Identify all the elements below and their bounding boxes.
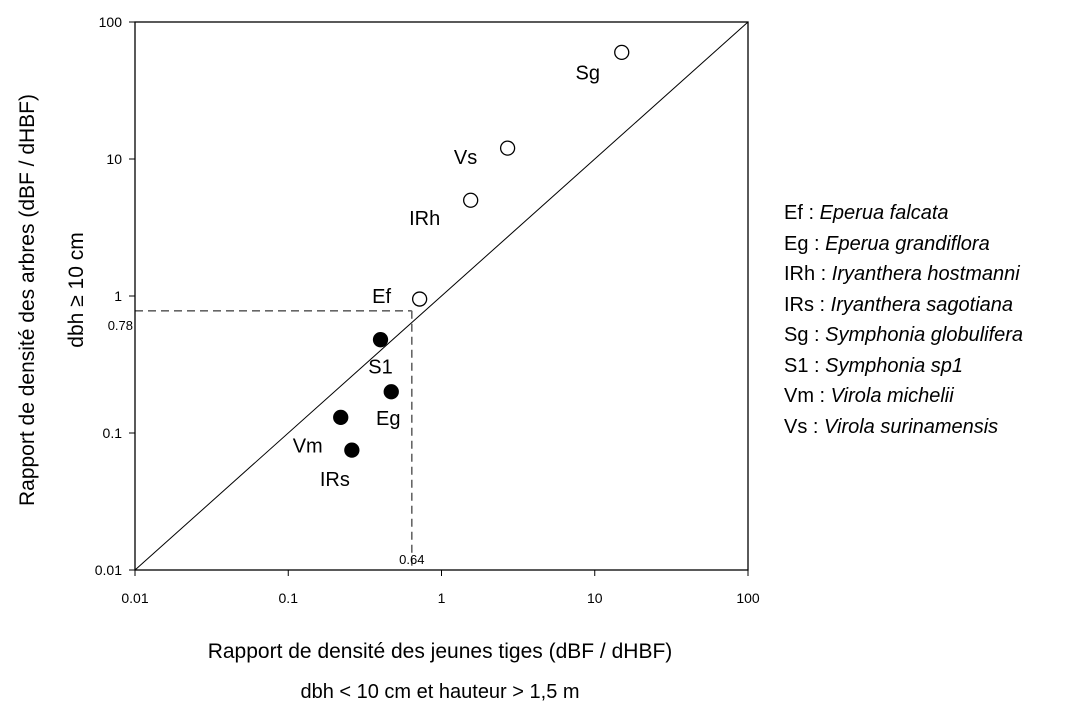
legend: Ef : Eperua falcata Eg : Eperua grandiflo… xyxy=(784,198,1023,442)
legend-species: Iryanthera hostmanni xyxy=(831,263,1020,285)
x-axis-title: Rapport de densité des jeunes tiges (dBF… xyxy=(208,640,673,663)
legend-code: S1 : xyxy=(784,354,826,377)
legend-code: Sg : xyxy=(784,324,826,346)
point-label-vs: Vs xyxy=(454,147,477,169)
legend-item: IRs : Iryanthera sagotiana xyxy=(784,290,1023,321)
point-label-ef: Ef xyxy=(372,286,391,308)
axis-titles: Rapport de densité des jeunes tiges (dBF… xyxy=(16,94,672,703)
point-label-sg: Sg xyxy=(576,62,600,84)
y-tick-label: 0.1 xyxy=(103,425,123,441)
x-tick-label: 0.01 xyxy=(121,590,148,606)
legend-item: IRh : Iryanthera hostmanni xyxy=(784,259,1023,290)
point-irs xyxy=(344,442,360,458)
y-axis-title: Rapport de densité des arbres (dBF / dHB… xyxy=(16,94,39,506)
legend-species: Eperua falcata xyxy=(819,202,949,224)
legend-species: Virola michelii xyxy=(830,385,954,407)
x-tick-label: 1 xyxy=(438,590,446,606)
point-eg xyxy=(383,384,399,400)
y-axis-subtitle: dbh ≥ 10 cm xyxy=(65,232,88,347)
y-tick-label: 100 xyxy=(99,14,123,30)
point-label-vm: Vm xyxy=(293,435,323,457)
legend-code: Ef : xyxy=(784,202,820,224)
legend-species: Eperua grandiflora xyxy=(825,232,990,255)
x-tick-label: 100 xyxy=(736,590,760,606)
plot-frame xyxy=(134,21,749,571)
point-label-s1: S1 xyxy=(368,357,392,379)
legend-code: Vm : xyxy=(784,385,831,407)
y-tick-label: 1 xyxy=(114,288,122,304)
legend-item: Vs : Virola surinamensis xyxy=(784,412,1023,443)
x-tick-label: 10 xyxy=(587,590,603,606)
legend-item: Vm : Virola michelii xyxy=(784,381,1023,412)
legend-item: Ef : Eperua falcata xyxy=(784,198,1023,229)
point-irh xyxy=(463,192,479,208)
point-label-eg: Eg xyxy=(376,408,400,430)
legend-item: Sg : Symphonia globulifera xyxy=(784,320,1023,351)
legend-item: S1 : Symphonia sp1 xyxy=(784,351,1023,382)
y-tick-label: 0.01 xyxy=(95,562,122,578)
point-label-irs: IRs xyxy=(320,469,350,491)
legend-species: Symphonia sp1 xyxy=(825,354,964,377)
point-label-irh: IRh xyxy=(409,208,440,230)
threshold-guides: 0.64 0.78 xyxy=(108,309,424,570)
axis-ticks: 0.01 0.1 1 10 100 0.01 0.1 1 10 100 xyxy=(95,14,760,606)
y-tick-label: 10 xyxy=(106,151,122,167)
x-tick-label: 0.1 xyxy=(279,590,299,606)
threshold-x-label: 0.64 xyxy=(399,552,424,567)
legend-species: Virola surinamensis xyxy=(824,415,999,438)
point-vm xyxy=(333,409,349,426)
legend-species: Symphonia globulifera xyxy=(825,324,1024,346)
point-sg xyxy=(614,44,630,61)
legend-code: IRs : xyxy=(784,293,831,316)
point-ef xyxy=(411,291,428,307)
legend-code: Eg : xyxy=(784,232,826,255)
point-vs xyxy=(499,140,516,156)
legend-item: Eg : Eperua grandiflora xyxy=(784,229,1023,260)
legend-species: Iryanthera sagotiana xyxy=(830,293,1014,316)
legend-code: Vs : xyxy=(784,415,825,438)
one-to-one-line xyxy=(134,21,749,571)
point-s1 xyxy=(372,332,389,348)
x-axis-subtitle: dbh < 10 cm et hauteur > 1,5 m xyxy=(300,681,579,703)
legend-code: IRh : xyxy=(784,263,832,285)
threshold-y-label: 0.78 xyxy=(108,318,133,333)
data-points: Sg Vs IRh Ef S1 Eg Vm IRs xyxy=(293,44,630,491)
